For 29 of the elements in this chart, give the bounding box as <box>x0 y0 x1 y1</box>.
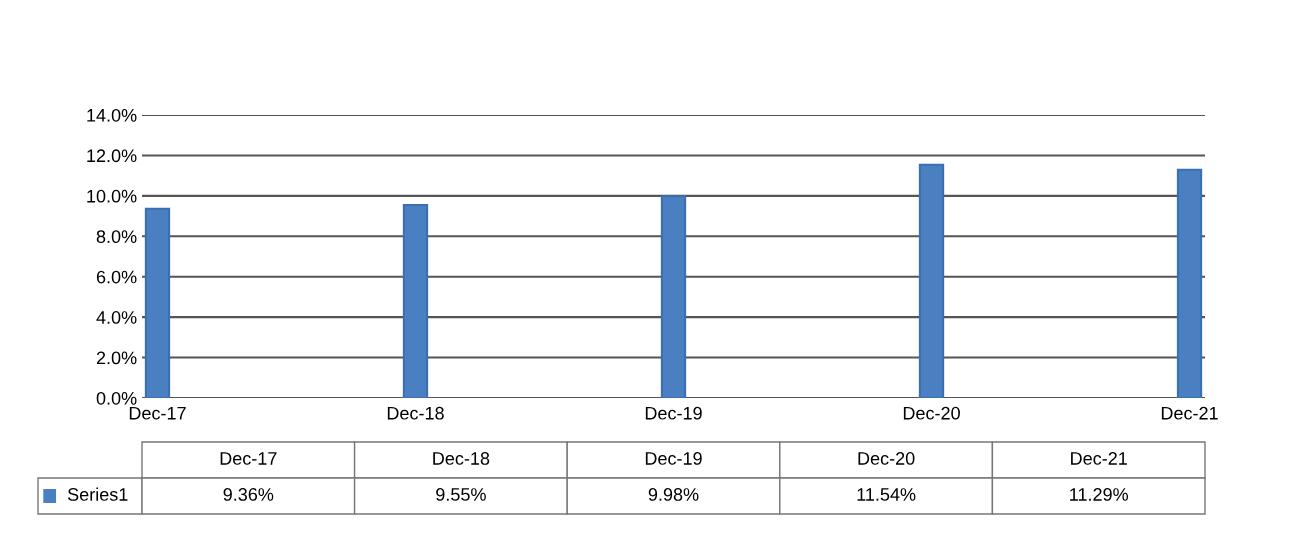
legend-label: Series1 <box>67 487 128 501</box>
x-tick-label: Dec-18 <box>433 452 490 465</box>
y-tick-label: 4.0% <box>96 311 137 324</box>
x-tick-label: Dec-21 <box>1071 452 1127 465</box>
category-label: Dec-17 <box>129 407 186 420</box>
y-tick-label: 14.0% <box>87 108 137 122</box>
x-tick-label: Dec-19 <box>645 452 702 465</box>
bar <box>1176 168 1203 398</box>
y-tick-label: 8.0% <box>96 230 137 244</box>
data-label: 11.29% <box>1070 488 1129 501</box>
y-tick-label: 10.0% <box>87 189 137 203</box>
category-label: Dec-19 <box>645 406 702 420</box>
bar <box>918 163 945 398</box>
y-tick-label: 2.0% <box>96 351 137 365</box>
category-label: Dec-21 <box>1161 406 1218 420</box>
data-label: 9.36% <box>223 488 274 501</box>
x-tick-label: Dec-20 <box>858 452 915 465</box>
y-tick-label: 6.0% <box>96 270 137 284</box>
y-tick-label: 0.0% <box>96 391 137 405</box>
data-label: 9.98% <box>648 488 699 501</box>
bar <box>402 203 429 398</box>
category-label: Dec-18 <box>387 406 444 420</box>
bar <box>144 207 171 398</box>
x-tick-label: Dec-17 <box>220 452 277 465</box>
data-label: 11.54% <box>857 488 916 501</box>
y-tick-label: 12.0% <box>87 149 137 163</box>
data-label: 9.55% <box>436 488 486 501</box>
bar <box>660 195 687 398</box>
category-label: Dec-20 <box>903 406 960 420</box>
